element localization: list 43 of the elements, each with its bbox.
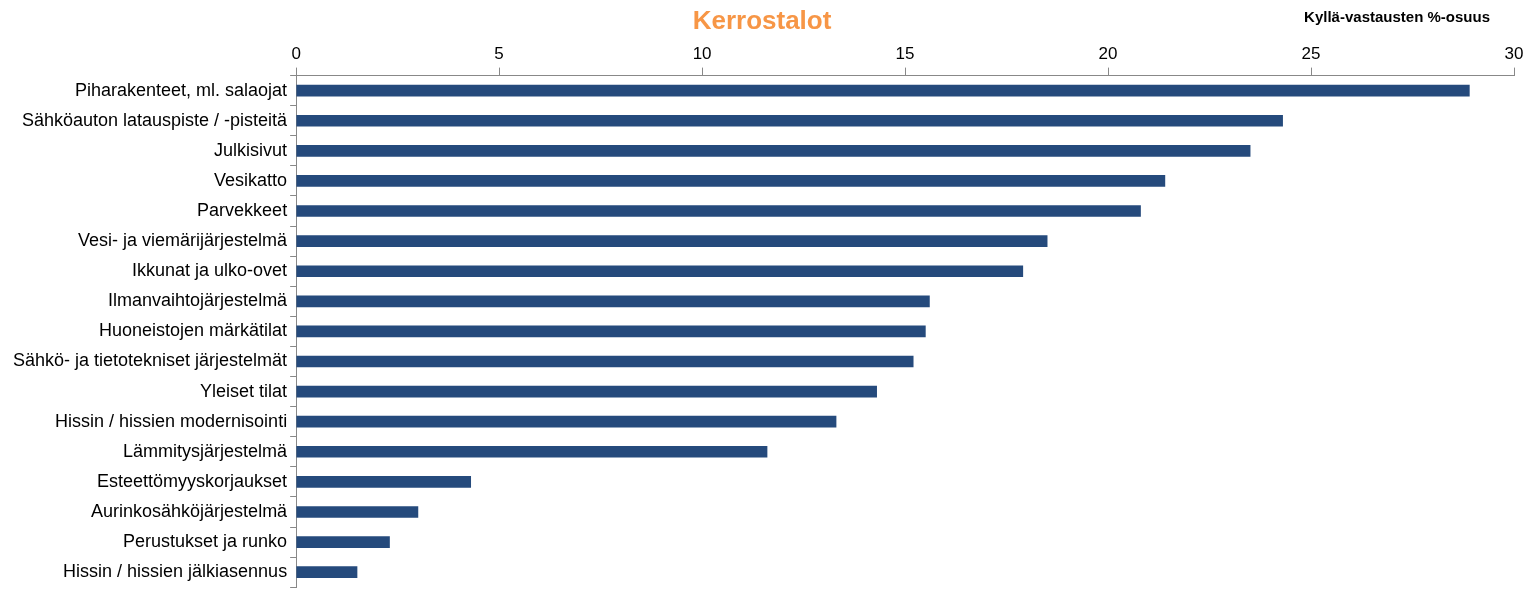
y-tick-label: Piharakenteet, ml. salaojat: [75, 79, 288, 100]
y-tick-label: Sähköauton latauspiste / -pisteitä: [21, 109, 289, 130]
bar: [296, 205, 1141, 217]
y-tick-label: Sähkö- ja tietotekniset järjestelmät: [12, 350, 288, 371]
x-tick-label: 0: [291, 44, 301, 64]
x-tick-label: 5: [494, 44, 504, 64]
y-tick-label: Vesi- ja viemärijärjestelmä: [78, 230, 289, 251]
bar: [296, 415, 837, 428]
y-tick-label: Esteettömyyskorjaukset: [97, 470, 288, 491]
bar: [296, 445, 768, 458]
y-tick-label: Vesikatto: [214, 169, 288, 190]
bar: [296, 295, 930, 308]
bar: [296, 506, 419, 518]
y-tick-label: Julkisivut: [214, 139, 288, 160]
bar: [296, 145, 1251, 157]
y-tick-label: Perustukset ja runko: [123, 531, 288, 552]
y-tick-label: Parvekkeet: [197, 199, 288, 220]
bar: [296, 355, 914, 368]
bar: [296, 175, 1166, 187]
x-tick-label: 20: [1098, 44, 1118, 64]
bar: [296, 566, 358, 578]
y-tick-label: Aurinkosähköjärjestelmä: [91, 500, 289, 521]
y-tick-label: Hissin / hissien jälkiasennus: [63, 561, 288, 582]
bar: [296, 476, 472, 488]
y-tick-label: Lämmitysjärjestelmä: [123, 440, 289, 461]
bar: [296, 84, 1470, 97]
x-tick-label: 25: [1301, 44, 1321, 64]
y-tick-label: Hissin / hissien modernisointi: [55, 410, 288, 431]
text: Kyllä-vastausten %-osuus: [1304, 7, 1490, 25]
bar: [296, 114, 1283, 127]
bar: [296, 325, 926, 338]
y-tick-label: Yleiset tilat: [200, 380, 288, 401]
x-tick-label: 30: [1504, 44, 1524, 64]
bar: [296, 536, 390, 548]
chart-title: Kerrostalot: [692, 4, 832, 35]
y-tick-label: Ilmanvaihtojärjestelmä: [108, 290, 289, 311]
y-tick-label: Huoneistojen märkätilat: [99, 320, 288, 341]
bar: [296, 385, 877, 398]
x-tick-label: 10: [692, 44, 712, 64]
bar: [296, 265, 1024, 278]
x-tick-label: 15: [895, 44, 915, 64]
bar: [296, 235, 1048, 247]
y-tick-label: Ikkunat ja ulko-ovet: [132, 260, 288, 281]
